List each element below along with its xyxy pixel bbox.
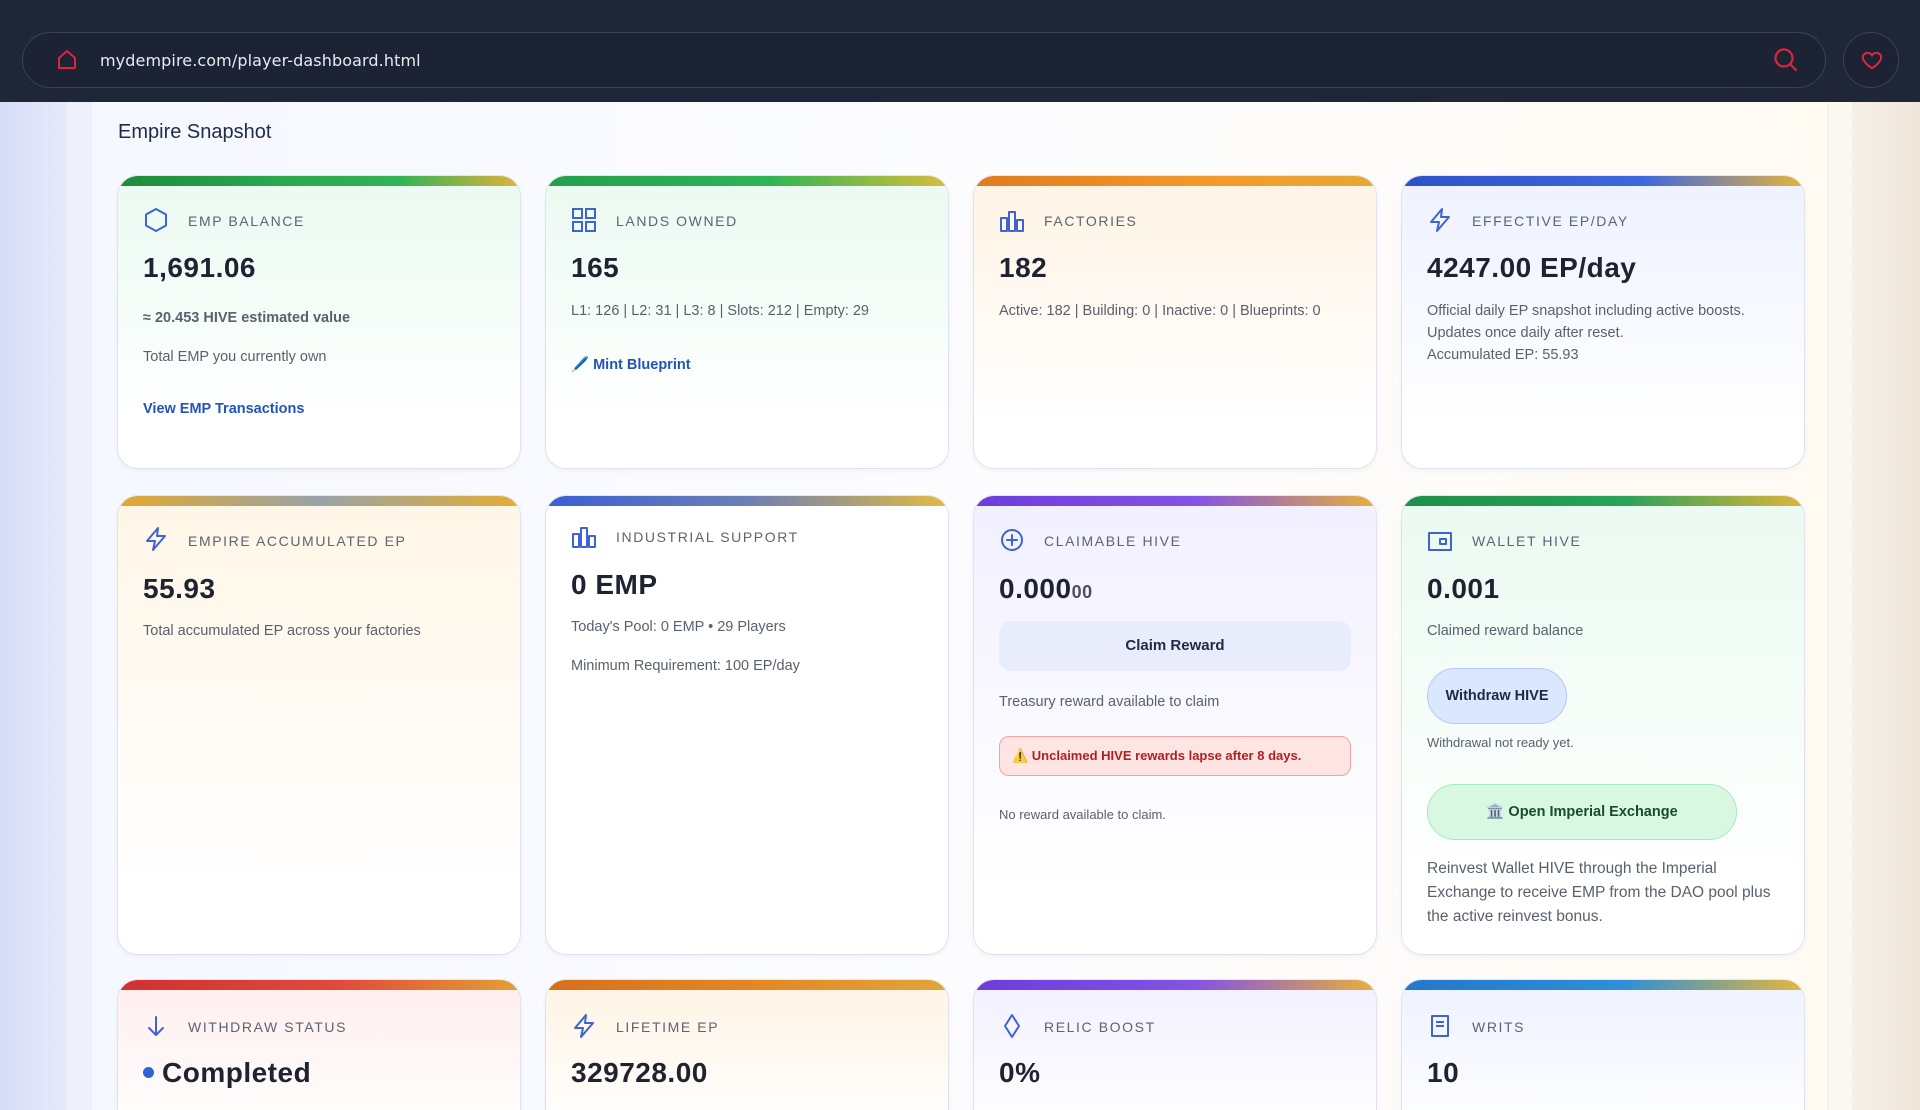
grid-icon — [572, 208, 596, 232]
card-label: CLAIMABLE HIVE — [1044, 533, 1182, 549]
lands-details: L1: 126 | L2: 31 | L3: 8 | Slots: 212 | … — [571, 303, 870, 319]
plus-circle-icon — [1001, 529, 1023, 551]
card-label: EFFECTIVE EP/DAY — [1472, 213, 1629, 229]
factory-icon — [1000, 211, 1024, 232]
card-value: 55.93 — [143, 573, 216, 604]
favorite-button[interactable] — [1843, 32, 1899, 88]
card-emp-balance: EMP BALANCE 1,691.06 ≈ 20.453 HIVE estim… — [118, 176, 520, 468]
card-value: 0.001 — [1427, 573, 1500, 604]
page-frame: Empire Snapshot EMP BALANCE 1,691.06 ≈ 2… — [67, 102, 1852, 1110]
status-dot — [143, 1067, 154, 1079]
card-value: 165 — [571, 252, 620, 283]
card-label: FACTORIES — [1044, 213, 1138, 229]
card-industrial-support: INDUSTRIAL SUPPORT 0 EMP Today's Pool: 0… — [546, 496, 948, 954]
card-value: 0% — [999, 1057, 1041, 1088]
claim-status: No reward available to claim. — [999, 807, 1166, 822]
search-icon[interactable] — [1773, 47, 1799, 73]
section-title: Empire Snapshot — [118, 121, 272, 143]
card-description: Treasury reward available to claim — [999, 694, 1220, 710]
card-withdraw-status: WITHDRAW STATUS Completed — [118, 980, 520, 1110]
url-text[interactable]: mydempire.com/player-dashboard.html — [100, 51, 421, 70]
card-label: WALLET HIVE — [1472, 533, 1582, 549]
card-label: RELIC BOOST — [1044, 1019, 1156, 1035]
card-accumulated-ep: EMPIRE ACCUMULATED EP 55.93 Total accumu… — [118, 496, 520, 954]
address-bar[interactable]: mydempire.com/player-dashboard.html — [22, 32, 1826, 88]
empire-snapshot-panel: Empire Snapshot EMP BALANCE 1,691.06 ≈ 2… — [91, 102, 1828, 1110]
card-relic-boost: RELIC BOOST 0% — [974, 980, 1376, 1110]
support-requirement: Minimum Requirement: 100 EP/day — [571, 658, 800, 674]
browser-bar: mydempire.com/player-dashboard.html — [0, 0, 1920, 102]
card-label: LIFETIME EP — [616, 1019, 720, 1035]
card-label: WITHDRAW STATUS — [188, 1019, 348, 1035]
card-lands-owned: LANDS OWNED 165 L1: 126 | L2: 31 | L3: 8… — [546, 176, 948, 468]
withdraw-note: Withdrawal not ready yet. — [1427, 735, 1574, 750]
factories-details: Active: 182 | Building: 0 | Inactive: 0 … — [999, 303, 1321, 319]
mint-blueprint-link[interactable]: 🖊️ Mint Blueprint — [571, 357, 691, 373]
claim-reward-button[interactable]: Claim Reward — [999, 621, 1351, 671]
card-label: EMPIRE ACCUMULATED EP — [188, 533, 407, 549]
withdraw-status-value: Completed — [162, 1057, 312, 1088]
card-value: 10 — [1427, 1057, 1460, 1088]
hive-small-decimals: 00 — [1071, 582, 1093, 602]
card-wallet-hive: WALLET HIVE 0.001 Claimed reward balance… — [1402, 496, 1804, 954]
card-value: 0.00000 — [999, 573, 1093, 605]
card-writs: WRITS 10 — [1402, 980, 1804, 1110]
card-label: WRITS — [1472, 1019, 1526, 1035]
card-effective-ep: EFFECTIVE EP/DAY 4247.00 EP/day Official… — [1402, 176, 1804, 468]
card-value: 182 — [999, 252, 1048, 283]
factory-icon — [572, 527, 596, 548]
lapse-warning: ⚠️ Unclaimed HIVE rewards lapse after 8 … — [999, 736, 1351, 776]
card-value: 4247.00 EP/day — [1427, 252, 1637, 283]
hexagon-icon — [145, 208, 167, 232]
card-description: Total EMP you currently own — [143, 349, 327, 365]
arrow-down-icon — [148, 1016, 164, 1036]
reinvest-line-3: the active reinvest bonus. — [1427, 908, 1603, 925]
ep-note-1: Official daily EP snapshot including act… — [1427, 303, 1745, 319]
card-label: LANDS OWNED — [616, 213, 738, 229]
card-value: 0 EMP — [571, 569, 658, 600]
card-value: 329728.00 — [571, 1057, 708, 1088]
open-imperial-exchange-button[interactable]: 🏛️ Open Imperial Exchange — [1427, 784, 1737, 840]
card-description: Claimed reward balance — [1427, 623, 1584, 639]
hive-estimate: ≈ 20.453 HIVE estimated value — [143, 310, 351, 326]
lightning-icon — [1430, 208, 1450, 232]
hive-main-value: 0.000 — [999, 573, 1072, 604]
card-label: INDUSTRIAL SUPPORT — [616, 529, 799, 545]
diamond-icon — [1004, 1014, 1020, 1038]
lightning-icon — [574, 1014, 594, 1038]
wallet-icon — [1428, 532, 1452, 551]
card-value: 1,691.06 — [143, 252, 256, 283]
support-pool: Today's Pool: 0 EMP • 29 Players — [571, 619, 786, 635]
view-emp-transactions-link[interactable]: View EMP Transactions — [143, 401, 305, 417]
reinvest-line-2: Exchange to receive EMP from the DAO poo… — [1427, 884, 1771, 901]
heart-icon — [1861, 51, 1883, 70]
home-icon[interactable] — [55, 48, 79, 72]
ep-note-2: Updates once daily after reset. — [1427, 325, 1624, 341]
document-icon — [1431, 1015, 1449, 1037]
reinvest-line-1: Reinvest Wallet HIVE through the Imperia… — [1427, 860, 1717, 877]
withdraw-hive-button[interactable]: Withdraw HIVE — [1427, 668, 1567, 724]
card-description: Total accumulated EP across your factori… — [143, 623, 421, 639]
ep-accumulated: Accumulated EP: 55.93 — [1427, 347, 1579, 363]
card-label: EMP BALANCE — [188, 213, 305, 229]
card-factories: FACTORIES 182 Active: 182 | Building: 0 … — [974, 176, 1376, 468]
card-value: Completed — [143, 1057, 311, 1089]
lightning-icon — [146, 527, 166, 551]
card-lifetime-ep: LIFETIME EP 329728.00 — [546, 980, 948, 1110]
card-claimable-hive: CLAIMABLE HIVE 0.00000 Claim Reward Trea… — [974, 496, 1376, 954]
